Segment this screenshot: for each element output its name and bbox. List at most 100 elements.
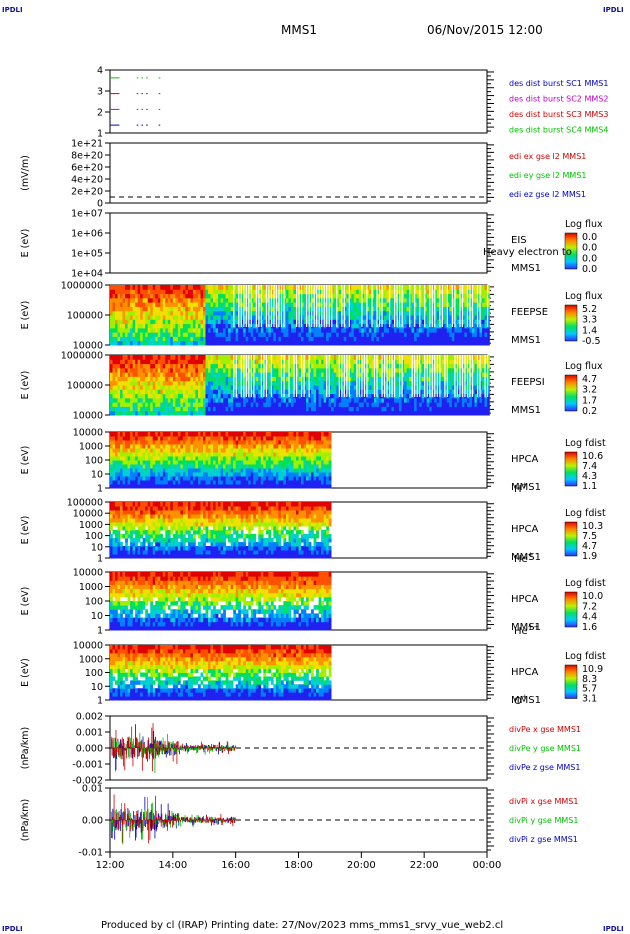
- spectrogram-cell: [424, 389, 427, 395]
- spectrogram-cell: [160, 456, 164, 461]
- spectrogram-cell: [185, 323, 189, 329]
- spectrogram-cell: [202, 327, 206, 333]
- spectrogram-cell: [381, 289, 385, 295]
- spectrogram-cell: [328, 323, 332, 329]
- data-gap: [328, 285, 330, 327]
- spectrogram-cell: [424, 285, 427, 290]
- spectrogram-cell: [223, 340, 226, 346]
- spectrogram-cell: [200, 285, 204, 290]
- spectrogram-cell: [122, 406, 126, 412]
- spectrogram-cell: [451, 376, 455, 382]
- spectrogram-cell: [145, 327, 149, 333]
- spectrogram-cell: [248, 297, 252, 303]
- spectrogram-cell: [167, 372, 171, 377]
- spectrogram-cell: [290, 323, 294, 329]
- spectrogram-cell: [441, 293, 445, 299]
- spectrogram-cell: [394, 327, 397, 333]
- spectrogram-cell: [248, 319, 252, 325]
- spectrogram-cell: [275, 319, 279, 325]
- spectrogram-cell: [132, 289, 136, 295]
- spectrogram-cell: [243, 380, 247, 386]
- spectrogram-cell: [285, 340, 289, 346]
- spectrogram-cell: [444, 340, 448, 346]
- spectrogram-cell: [341, 327, 345, 333]
- spectrogram-cell: [112, 452, 116, 457]
- spectrogram-cell: [313, 376, 317, 382]
- spectrogram-cell: [318, 355, 322, 360]
- spectrogram-cell: [137, 484, 141, 489]
- spectrogram-cell: [311, 327, 314, 333]
- spectrogram-cell: [283, 410, 287, 416]
- spectrogram-cell: [298, 340, 302, 346]
- spectrogram-cell: [142, 440, 146, 445]
- spectrogram-cell: [396, 372, 400, 377]
- spectrogram-cell: [446, 319, 450, 325]
- spectrogram-cell: [376, 332, 380, 337]
- spectrogram-cell: [331, 385, 335, 390]
- spectrogram-cell: [197, 289, 201, 295]
- data-gap: [394, 355, 396, 397]
- spectrogram-cell: [180, 464, 184, 469]
- spectrogram-cell: [487, 285, 490, 290]
- spectrogram-cell: [200, 389, 204, 395]
- spectrogram-cell: [283, 402, 287, 407]
- spectrogram-cell: [255, 410, 259, 416]
- spectrogram-cell: [323, 336, 327, 342]
- spectrogram-cell: [142, 472, 146, 477]
- spectrogram-cell: [215, 332, 219, 337]
- spectrogram-cell: [316, 402, 319, 407]
- spectrogram-cell: [155, 372, 159, 377]
- spectrogram-cell: [180, 389, 184, 395]
- spectrogram-cell: [353, 402, 357, 407]
- spectrogram-cell: [396, 306, 400, 312]
- spectrogram-cell: [197, 389, 201, 395]
- spectrogram-cell: [140, 460, 143, 465]
- spectrogram-cell: [162, 293, 166, 299]
- spectrogram-cell: [313, 372, 317, 377]
- spectrogram-cell: [454, 319, 458, 325]
- spectrogram-cell: [127, 472, 131, 477]
- spectrogram-cell: [326, 367, 329, 373]
- spectrogram-cell: [424, 319, 427, 325]
- spectrogram-cell: [112, 302, 116, 307]
- spectrogram-cell: [431, 285, 435, 290]
- spectrogram-cell: [476, 336, 480, 342]
- spectrogram-cell: [391, 323, 395, 329]
- spectrogram-cell: [476, 289, 480, 295]
- spectrogram-cell: [406, 393, 410, 399]
- spectrogram-cell: [127, 468, 131, 473]
- spectrogram-cell: [484, 367, 488, 373]
- spectrogram-cell: [175, 444, 179, 449]
- spectrogram-cell: [459, 302, 463, 307]
- spectrogram-cell: [162, 432, 166, 437]
- spectrogram-cell: [429, 367, 433, 373]
- spectrogram-cell: [112, 385, 116, 390]
- spectrogram-cell: [306, 355, 309, 360]
- spectrogram-cell: [248, 336, 252, 342]
- spectrogram-cell: [469, 397, 473, 403]
- spectrogram-cell: [258, 340, 262, 346]
- spectrogram-cell: [391, 327, 395, 333]
- spectrogram-cell: [290, 376, 294, 382]
- spectrogram-cell: [135, 480, 138, 485]
- spectrogram-cell: [130, 363, 133, 369]
- spectrogram-cell: [110, 464, 113, 469]
- spectrogram-cell: [273, 310, 277, 316]
- spectrogram-cell: [411, 340, 415, 346]
- spectrogram-cell: [353, 380, 357, 386]
- spectrogram-cell: [406, 336, 410, 342]
- spectrogram-cell: [376, 376, 380, 382]
- spectrogram-cell: [416, 380, 420, 386]
- spectrogram-cell: [361, 389, 365, 395]
- data-gap: [386, 355, 388, 397]
- spectrogram-cell: [283, 340, 287, 346]
- spectrogram-cell: [426, 389, 430, 395]
- spectrogram-cell: [233, 285, 236, 290]
- spectrogram-cell: [436, 297, 440, 303]
- spectrogram-cell: [434, 323, 438, 329]
- spectrogram-cell: [162, 440, 166, 445]
- spectrogram-cell: [383, 406, 387, 412]
- spectrogram-cell: [333, 359, 337, 365]
- spectrogram-cell: [145, 297, 149, 303]
- spectrogram-cell: [353, 285, 357, 290]
